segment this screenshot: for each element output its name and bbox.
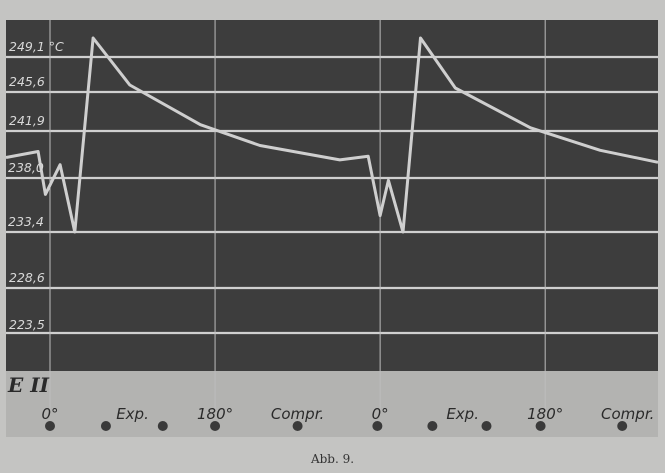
- phase-dot: [427, 421, 438, 431]
- phase-dot: [292, 421, 303, 431]
- y-tick-label: 241,9: [9, 113, 45, 128]
- temperature-trace: [5, 36, 659, 234]
- phase-dot: [535, 421, 546, 431]
- phase-label: 0°: [372, 405, 389, 423]
- phase-dot: [100, 421, 111, 431]
- phase-dot: [157, 421, 168, 431]
- phase-label: Exp.: [446, 405, 479, 423]
- phase-dot: [617, 421, 628, 431]
- phase-label: Compr.: [601, 405, 654, 423]
- phase-strip: [6, 371, 658, 437]
- phase-label: Exp.: [116, 405, 149, 423]
- y-tick-label: 249,1 °C: [9, 39, 64, 54]
- phase-dot: [481, 421, 492, 431]
- panel-label: E II: [7, 373, 50, 397]
- phase-label: 180°: [527, 405, 563, 423]
- y-tick-label: 233,4: [8, 214, 44, 229]
- y-tick-label: 223,5: [9, 317, 45, 332]
- y-tick-label: 245,6: [9, 74, 45, 89]
- phase-label: 180°: [197, 405, 233, 423]
- phase-dot: [210, 421, 221, 431]
- phase-dot: [372, 421, 383, 431]
- plot-background: [6, 20, 658, 372]
- phase-label: Compr.: [271, 405, 324, 423]
- figure-caption: Abb. 9.: [310, 452, 355, 466]
- phase-label: 0°: [41, 405, 58, 423]
- y-tick-label: 228,6: [9, 270, 45, 285]
- phase-dot: [45, 421, 55, 431]
- y-tick-label: 238,0: [8, 160, 44, 175]
